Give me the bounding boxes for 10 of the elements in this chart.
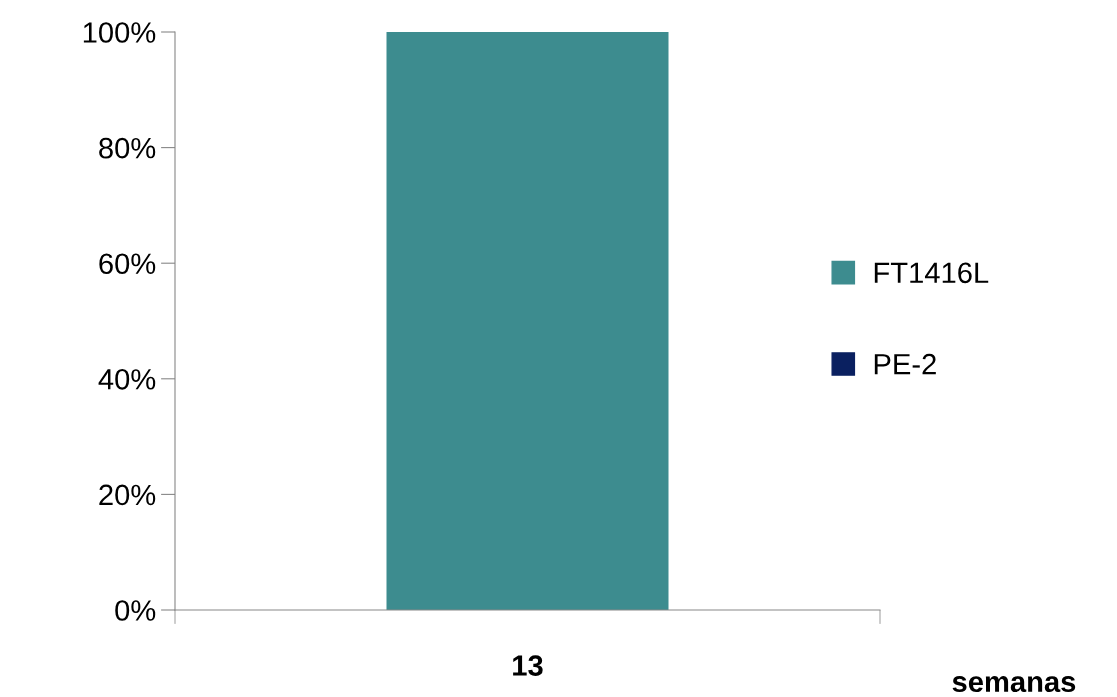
y-tick-label: 80% [99,137,156,159]
y-tick-label: 20% [99,484,156,506]
y-tick-label: 0% [115,600,156,621]
x-tick-label: 13 [513,655,543,676]
legend-label: PE-2 [874,353,936,375]
y-tick-label: 40% [98,369,156,390]
y-tick-label: 60% [99,253,156,275]
y-tick-label: 100% [83,22,156,43]
x-axis-title: semanas [952,676,1076,693]
legend-label: FT1416L [874,262,989,284]
